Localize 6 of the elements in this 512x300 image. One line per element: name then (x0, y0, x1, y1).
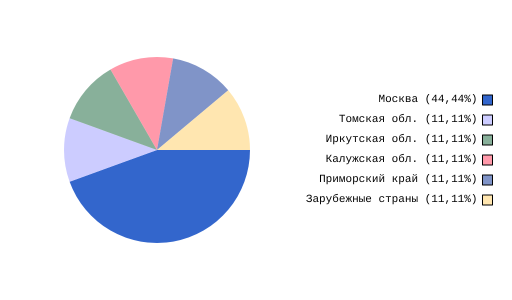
legend-label: Зарубежные страны (11,11%) (306, 193, 478, 206)
legend-label: Томская обл. (11,11%) (338, 113, 478, 126)
legend-label: Иркутская обл. (11,11%) (326, 133, 478, 146)
legend-label: Калужская обл. (11,11%) (326, 153, 478, 166)
legend-label: Москва (44,44%) (378, 94, 478, 106)
legend-label: Приморский край (11,11%) (319, 174, 478, 186)
